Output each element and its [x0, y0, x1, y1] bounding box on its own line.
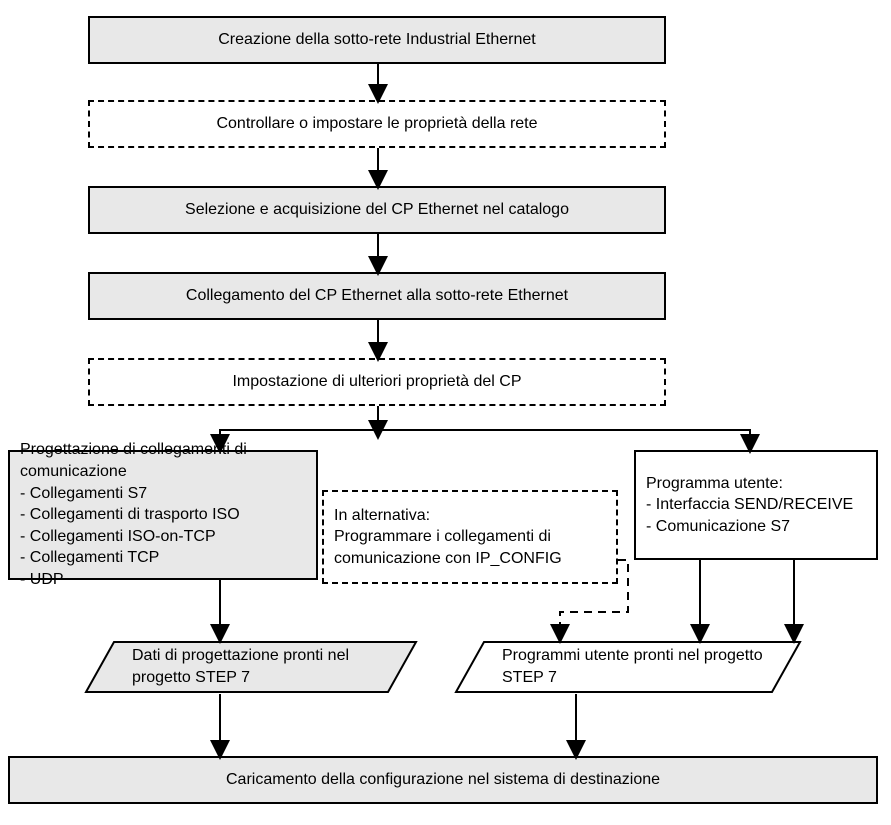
flowchart-canvas: Creazione della sotto-rete Industrial Et…	[0, 0, 891, 825]
edges-layer	[0, 0, 891, 825]
